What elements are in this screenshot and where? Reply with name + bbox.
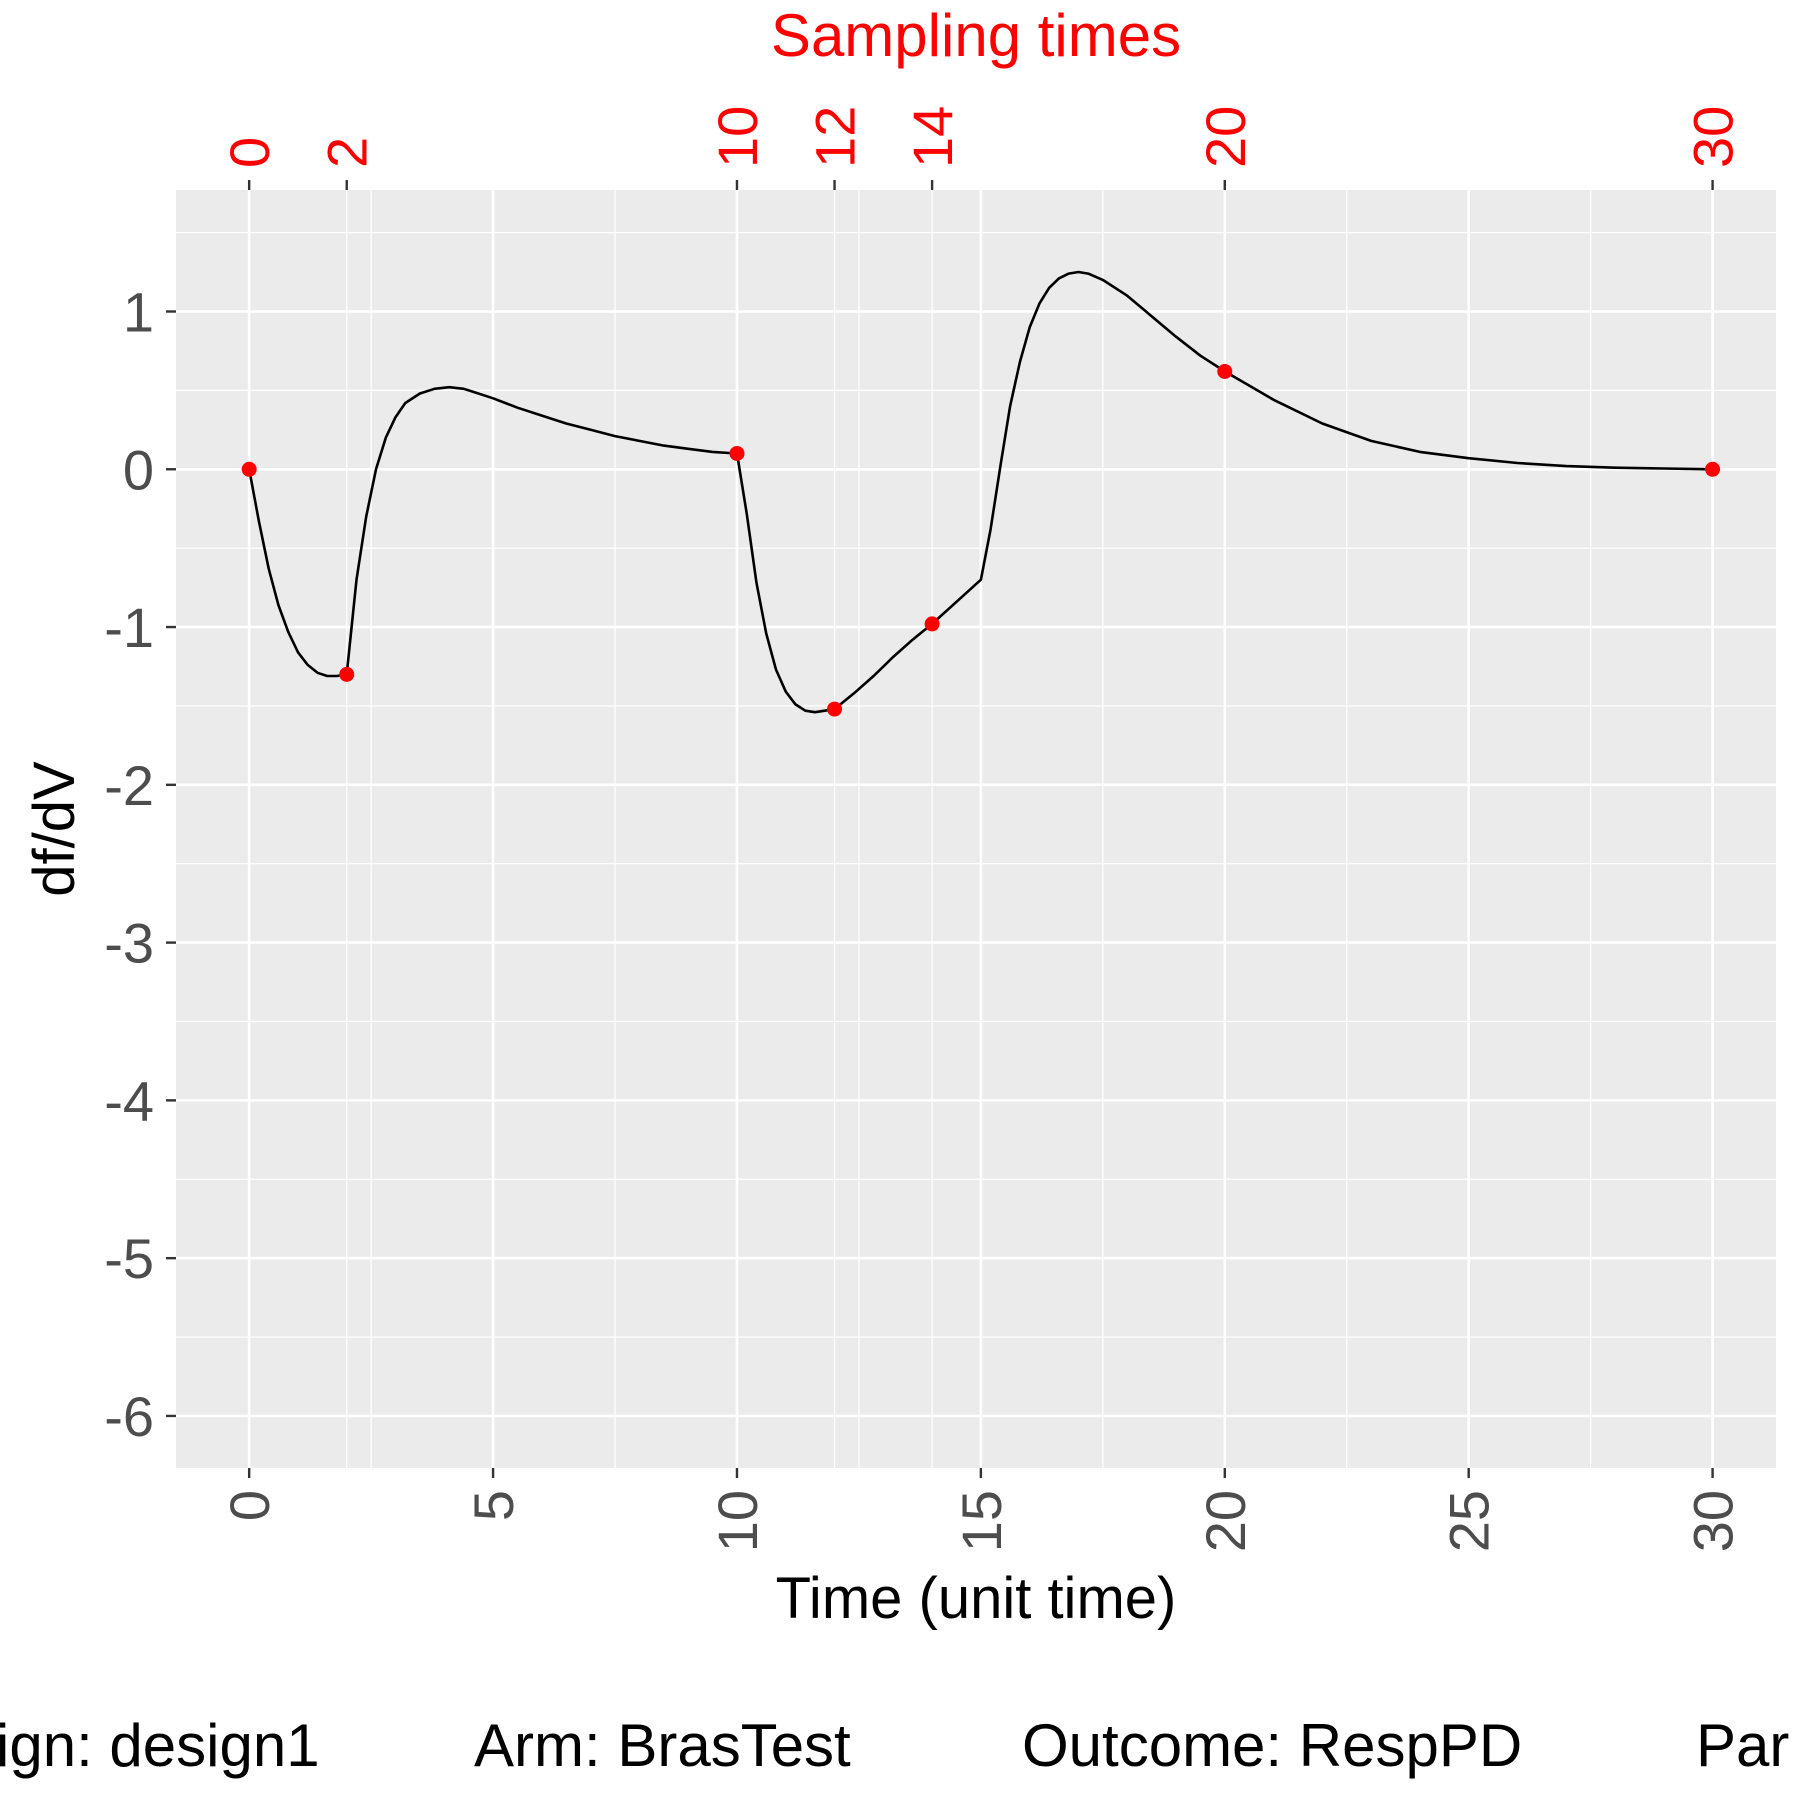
y-tick-label: -2 xyxy=(104,754,154,817)
y-tick-label: -6 xyxy=(104,1385,154,1448)
caption-param: Par xyxy=(1696,1712,1789,1779)
sampling-point xyxy=(1705,461,1721,477)
y-axis-title: df/dV xyxy=(22,761,87,897)
y-tick-label: 0 xyxy=(123,438,154,501)
y-tick-label: -4 xyxy=(104,1069,154,1132)
sampling-point xyxy=(729,445,745,461)
top-tick-label: 12 xyxy=(804,106,867,168)
top-tick-label: 30 xyxy=(1682,106,1745,168)
y-tick-label: -5 xyxy=(104,1227,154,1290)
top-tick-label: 14 xyxy=(901,106,964,168)
x-tick-label: 0 xyxy=(218,1490,281,1521)
x-tick-label: 5 xyxy=(462,1490,525,1521)
top-axis-title: Sampling times xyxy=(771,2,1181,69)
plot-panel xyxy=(176,190,1776,1468)
caption-arm: Arm: BrasTest xyxy=(474,1712,851,1779)
sampling-point xyxy=(827,701,843,717)
x-tick-label: 30 xyxy=(1682,1490,1745,1552)
top-tick-label: 0 xyxy=(218,137,281,168)
x-tick-label: 25 xyxy=(1438,1490,1501,1552)
x-axis-title: Time (unit time) xyxy=(776,1566,1177,1631)
sampling-point xyxy=(924,616,940,632)
caption-outcome: Outcome: RespPD xyxy=(1022,1712,1522,1779)
sensitivity-line xyxy=(247,270,1713,714)
top-tick-label: 2 xyxy=(316,137,379,168)
caption-design: ign: design1 xyxy=(0,1712,320,1779)
y-tick-label: -3 xyxy=(104,912,154,975)
x-tick-label: 20 xyxy=(1194,1490,1257,1552)
sampling-point xyxy=(241,461,257,477)
top-tick-label: 20 xyxy=(1194,106,1257,168)
y-tick-label: -1 xyxy=(104,596,154,659)
y-tick-label: 1 xyxy=(123,280,154,343)
x-tick-label: 10 xyxy=(706,1490,769,1552)
sampling-point xyxy=(1217,363,1233,379)
top-tick-label: 10 xyxy=(706,106,769,168)
sampling-point xyxy=(339,666,355,682)
x-tick-label: 15 xyxy=(950,1490,1013,1552)
